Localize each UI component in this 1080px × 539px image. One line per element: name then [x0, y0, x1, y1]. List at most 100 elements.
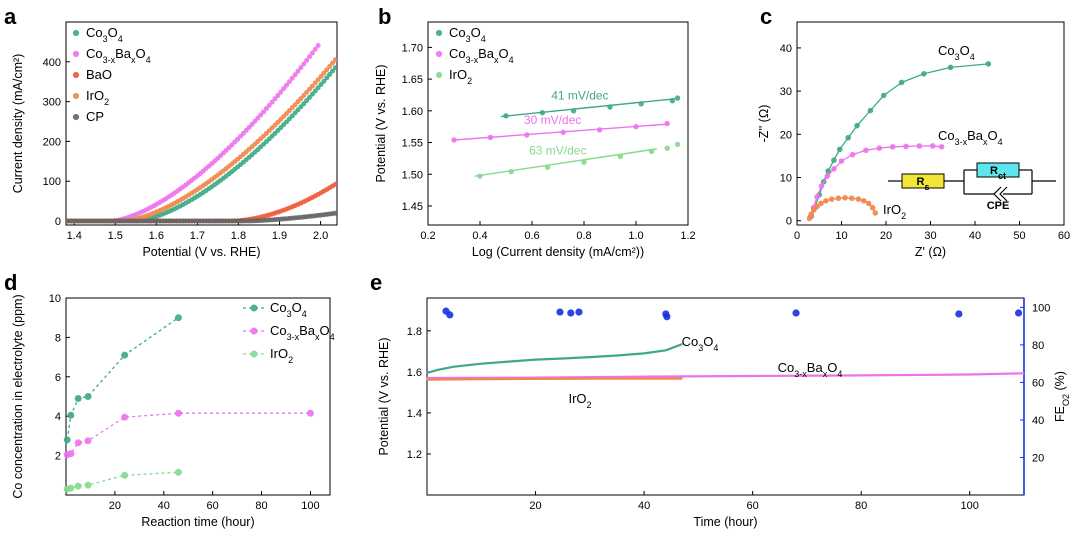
data-point — [633, 123, 639, 130]
data-point — [437, 369, 439, 371]
fe-point — [663, 313, 671, 321]
label-part: O — [703, 334, 713, 349]
label-subscript: 4 — [118, 34, 123, 44]
data-point — [643, 375, 645, 378]
data-point — [838, 158, 845, 164]
label-part: IrO — [449, 67, 467, 82]
data-point — [74, 439, 82, 447]
x-tick-label: 20 — [109, 500, 121, 512]
data-point — [332, 181, 337, 187]
data-point — [818, 200, 824, 207]
legend-marker — [72, 50, 80, 58]
series-Co3O4 — [63, 314, 182, 444]
data-point — [823, 198, 829, 204]
data-point — [589, 378, 591, 380]
series-Co3-xBaxO4: Co3-xBaxO4 — [807, 128, 1003, 220]
y2-tick-label: 80 — [1032, 340, 1044, 352]
y-tick-label: 0 — [55, 216, 61, 228]
data-point — [453, 366, 455, 368]
label-subscript: 4 — [509, 55, 514, 65]
series-IrO2: 63 mV/dec — [474, 141, 681, 179]
data-point — [507, 361, 510, 363]
data-point — [258, 112, 264, 118]
series-line — [67, 471, 179, 490]
fit-line — [474, 148, 657, 177]
label-part: O — [988, 128, 998, 143]
x-tick-label: 40 — [969, 230, 981, 242]
x-tick-label: 0 — [794, 230, 800, 242]
panel-d: 20 40 60 80 100 2 4 6 8 10 d Reaction time (hour) Co… — [4, 270, 335, 529]
x-tick-label: 20 — [880, 230, 892, 242]
data-point — [426, 379, 428, 381]
y-tick-label: 40 — [780, 43, 792, 55]
data-point — [286, 79, 292, 85]
x-tick-label: 1.9 — [272, 230, 287, 242]
label-subscript: 3 — [698, 343, 703, 353]
data-point — [880, 92, 887, 99]
data-point — [854, 122, 860, 129]
data-point — [855, 196, 862, 202]
data-point — [889, 144, 896, 150]
data-point — [321, 70, 327, 76]
data-point — [643, 352, 645, 355]
data-point — [562, 357, 564, 360]
data-point — [292, 102, 298, 108]
data-point — [263, 106, 269, 112]
series-IrO2 — [66, 57, 337, 224]
series-label: Co3-xBaxO4 — [778, 360, 843, 379]
data-point — [306, 94, 312, 100]
data-point — [292, 72, 298, 78]
y-tick-label: 1.6 — [407, 367, 422, 379]
label-subscript: s — [924, 182, 929, 192]
data-point — [617, 153, 624, 160]
label-part: O — [827, 360, 837, 375]
x-tick-label: 40 — [638, 500, 650, 512]
x-tick-label: 80 — [255, 500, 267, 512]
data-point — [638, 101, 644, 107]
data-point — [84, 481, 92, 489]
x-tick-label: 50 — [1013, 230, 1025, 242]
data-point — [240, 130, 246, 136]
data-point — [289, 75, 295, 81]
x-tick-label: 100 — [961, 500, 979, 512]
data-point — [238, 133, 244, 139]
series-group — [66, 42, 337, 224]
data-point — [281, 114, 287, 120]
label-part: O — [499, 46, 509, 61]
data-point — [275, 119, 281, 125]
data-point — [332, 65, 337, 71]
series-IrO2: IrO2 — [806, 194, 906, 222]
data-point — [67, 450, 75, 458]
series-Co3-xBaxO4 — [426, 372, 1025, 380]
x-tick-label: 60 — [747, 500, 759, 512]
label-subscript: 3 — [955, 52, 960, 62]
data-point — [898, 79, 905, 86]
panel-label: b — [378, 4, 391, 29]
data-point — [451, 137, 457, 143]
data-point — [304, 98, 310, 104]
label-part: O — [320, 323, 330, 338]
label-part: Co — [778, 360, 795, 375]
label-subscript: 3-x — [103, 55, 116, 65]
cpe-label: CPE — [987, 200, 1010, 212]
fe-point — [556, 308, 564, 316]
data-point — [332, 57, 337, 63]
cpe-symbol — [993, 186, 1008, 202]
x-axis-label: Time (hour) — [693, 515, 757, 529]
series-line — [426, 372, 1025, 380]
label-subscript: 2 — [901, 211, 906, 221]
data-point — [318, 82, 324, 88]
data-point — [306, 409, 314, 417]
label-subscript: 2 — [467, 76, 472, 86]
y-tick-label: 10 — [780, 172, 792, 184]
label-part: IrO — [883, 202, 901, 217]
label-subscript: x — [823, 369, 828, 379]
x-tick-label: 60 — [1058, 230, 1070, 242]
data-point — [318, 73, 324, 79]
label-subscript: 4 — [302, 309, 307, 319]
rs-label: Rs — [917, 176, 930, 192]
data-point — [872, 210, 879, 216]
x-tick-label: 2.0 — [313, 230, 328, 242]
series-Co3-xBaxO4 — [63, 409, 314, 459]
x-tick-label: 40 — [158, 500, 170, 512]
